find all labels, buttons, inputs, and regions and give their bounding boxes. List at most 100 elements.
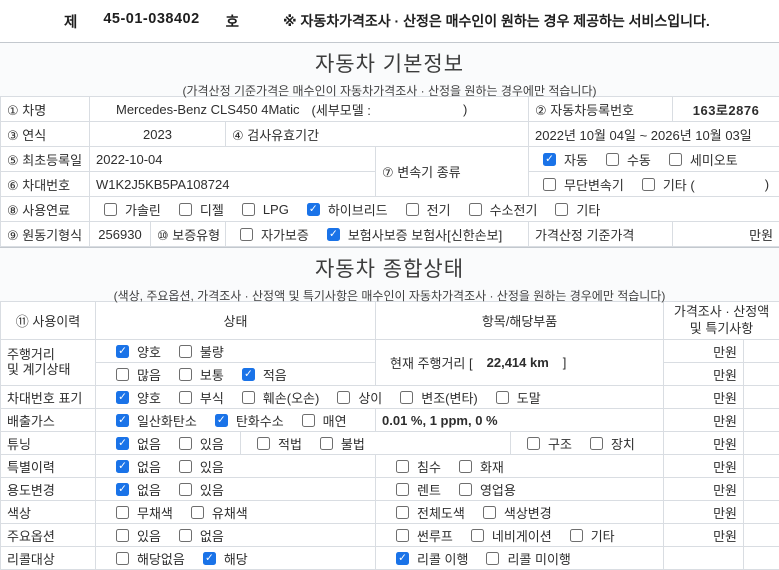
checkbox-option: ✓양호 bbox=[116, 388, 161, 407]
checkbox-option: 상이 bbox=[337, 388, 382, 407]
checkbox-checked-icon[interactable]: ✓ bbox=[242, 368, 255, 381]
checkbox-unchecked-icon[interactable] bbox=[606, 153, 619, 166]
transmission-etc-close-paren: ) bbox=[765, 177, 773, 192]
checkbox-unchecked-icon[interactable] bbox=[570, 529, 583, 542]
checkbox-option: 전체도색 bbox=[396, 503, 465, 522]
checkbox-label: 불량 bbox=[200, 342, 224, 361]
checkbox-unchecked-icon[interactable] bbox=[257, 437, 270, 450]
checkbox-checked-icon[interactable]: ✓ bbox=[543, 153, 556, 166]
checkbox-checked-icon[interactable]: ✓ bbox=[307, 203, 320, 216]
checkbox-unchecked-icon[interactable] bbox=[302, 414, 315, 427]
checkbox-checked-icon[interactable]: ✓ bbox=[116, 391, 129, 404]
fuel-label: ⑧ 사용연료 bbox=[1, 197, 90, 222]
checkbox-unchecked-icon[interactable] bbox=[469, 203, 482, 216]
section-title-condition: 자동차 종합상태 bbox=[0, 253, 779, 283]
checkbox-unchecked-icon[interactable] bbox=[396, 460, 409, 473]
checkbox-unchecked-icon[interactable] bbox=[179, 345, 192, 358]
checkbox-unchecked-icon[interactable] bbox=[669, 153, 682, 166]
inspection-period-label: ④ 검사유효기간 bbox=[226, 122, 529, 147]
emission-price-unit: 만원 bbox=[664, 409, 744, 432]
checkbox-checked-icon[interactable]: ✓ bbox=[116, 437, 129, 450]
checkbox-unchecked-icon[interactable] bbox=[179, 368, 192, 381]
current-mileage-label: 현재 주행거리 [ bbox=[390, 353, 473, 372]
checkbox-unchecked-icon[interactable] bbox=[396, 529, 409, 542]
checkbox-checked-icon[interactable]: ✓ bbox=[116, 414, 129, 427]
checkbox-option: 장치 bbox=[590, 434, 635, 453]
checkbox-unchecked-icon[interactable] bbox=[396, 483, 409, 496]
checkbox-unchecked-icon[interactable] bbox=[406, 203, 419, 216]
checkbox-unchecked-icon[interactable] bbox=[179, 391, 192, 404]
checkbox-option: 화재 bbox=[459, 457, 504, 476]
checkbox-unchecked-icon[interactable] bbox=[242, 203, 255, 216]
checkbox-checked-icon[interactable]: ✓ bbox=[215, 414, 228, 427]
checkbox-option: 있음 bbox=[179, 480, 224, 499]
checkbox-unchecked-icon[interactable] bbox=[337, 391, 350, 404]
checkbox-unchecked-icon[interactable] bbox=[555, 203, 568, 216]
checkbox-unchecked-icon[interactable] bbox=[191, 506, 204, 519]
car-name-cell: Mercedes-Benz CLS450 4Matic (세부모델 : ) bbox=[90, 97, 529, 122]
checkbox-checked-icon[interactable]: ✓ bbox=[116, 345, 129, 358]
checkbox-unchecked-icon[interactable] bbox=[459, 460, 472, 473]
checkbox-unchecked-icon[interactable] bbox=[642, 178, 655, 191]
checkbox-option: ✓탄화수소 bbox=[215, 411, 284, 430]
checkbox-unchecked-icon[interactable] bbox=[242, 391, 255, 404]
checkbox-option: 적법 bbox=[257, 434, 302, 453]
checkbox-label: 수소전기 bbox=[490, 200, 538, 219]
checkbox-label: 리콜 이행 bbox=[417, 549, 468, 568]
checkbox-unchecked-icon[interactable] bbox=[116, 368, 129, 381]
usage-change-label: 용도변경 bbox=[1, 478, 96, 501]
checkbox-option: 수소전기 bbox=[469, 200, 538, 219]
checkbox-unchecked-icon[interactable] bbox=[527, 437, 540, 450]
checkbox-unchecked-icon[interactable] bbox=[179, 460, 192, 473]
checkbox-unchecked-icon[interactable] bbox=[459, 483, 472, 496]
checkbox-label: 있음 bbox=[200, 434, 224, 453]
checkbox-label: 무채색 bbox=[137, 503, 173, 522]
checkbox-unchecked-icon[interactable] bbox=[543, 178, 556, 191]
row-model-year: ③ 연식 2023 ④ 검사유효기간 2022년 10월 04일 ~ 2026년… bbox=[1, 122, 779, 147]
checkbox-unchecked-icon[interactable] bbox=[400, 391, 413, 404]
checkbox-label: 없음 bbox=[137, 457, 161, 476]
checkbox-unchecked-icon[interactable] bbox=[240, 228, 253, 241]
checkbox-label: 적법 bbox=[278, 434, 302, 453]
model-year-label: ③ 연식 bbox=[1, 122, 90, 147]
checkbox-unchecked-icon[interactable] bbox=[179, 203, 192, 216]
checkbox-unchecked-icon[interactable] bbox=[179, 437, 192, 450]
checkbox-label: 화재 bbox=[480, 457, 504, 476]
checkbox-label: 수동 bbox=[627, 150, 651, 169]
checkbox-label: 자가보증 bbox=[261, 225, 309, 244]
transmission-label: ⑦ 변속기 종류 bbox=[376, 147, 529, 197]
checkbox-checked-icon[interactable]: ✓ bbox=[327, 228, 340, 241]
checkbox-unchecked-icon[interactable] bbox=[471, 529, 484, 542]
base-price-unit: 만원 bbox=[673, 222, 779, 247]
checkbox-unchecked-icon[interactable] bbox=[320, 437, 333, 450]
checkbox-unchecked-icon[interactable] bbox=[396, 506, 409, 519]
first-reg-label: ⑤ 최초등록일 bbox=[1, 147, 90, 172]
checkbox-unchecked-icon[interactable] bbox=[590, 437, 603, 450]
checkbox-unchecked-icon[interactable] bbox=[104, 203, 117, 216]
checkbox-unchecked-icon[interactable] bbox=[116, 506, 129, 519]
checkbox-label: 보험사보증 보험사[신한손보] bbox=[348, 225, 502, 244]
checkbox-unchecked-icon[interactable] bbox=[483, 506, 496, 519]
checkbox-unchecked-icon[interactable] bbox=[179, 529, 192, 542]
checkbox-label: 훼손(오손) bbox=[263, 388, 320, 407]
checkbox-unchecked-icon[interactable] bbox=[496, 391, 509, 404]
checkbox-unchecked-icon[interactable] bbox=[179, 483, 192, 496]
checkbox-unchecked-icon[interactable] bbox=[116, 529, 129, 542]
checkbox-checked-icon[interactable]: ✓ bbox=[116, 483, 129, 496]
checkbox-checked-icon[interactable]: ✓ bbox=[116, 460, 129, 473]
checkbox-label: 가솔린 bbox=[125, 200, 161, 219]
